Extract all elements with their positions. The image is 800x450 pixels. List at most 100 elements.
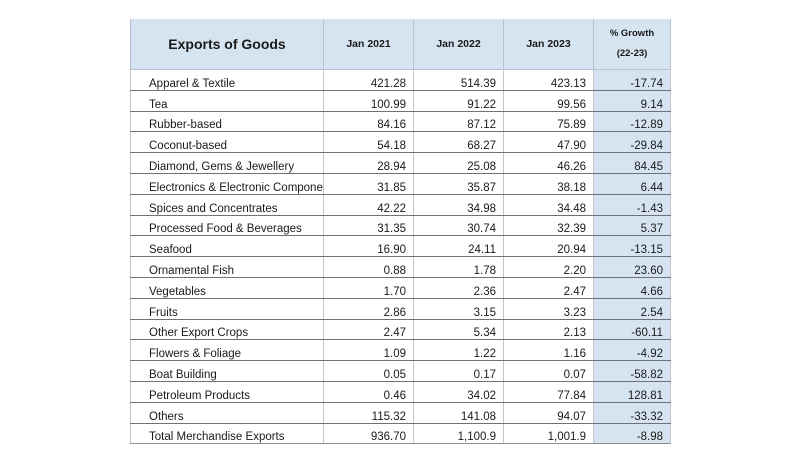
table-row: Spices and Concentrates 42.22 34.98 34.48 -1…	[130, 194, 671, 216]
cell-value: 1,001.9	[503, 423, 594, 445]
cell-value: 34.48	[503, 194, 594, 216]
cell-growth: 9.14	[593, 90, 671, 112]
cell-value: 34.02	[413, 381, 504, 403]
cell-value: 514.39	[413, 69, 504, 91]
table-row: Diamond, Gems & Jewellery 28.94 25.08 46.26…	[130, 152, 671, 174]
row-label: Petroleum Products	[130, 381, 324, 403]
cell-value: 936.70	[323, 423, 414, 445]
exports-table-container: Exports of Goods Jan 2021 Jan 2022 Jan 2…	[130, 19, 671, 445]
row-label: Fruits	[130, 298, 324, 320]
cell-value: 2.13	[503, 319, 594, 341]
cell-value: 31.35	[323, 215, 414, 237]
cell-value: 3.23	[503, 298, 594, 320]
cell-growth: -58.82	[593, 360, 671, 382]
cell-value: 5.34	[413, 319, 504, 341]
cell-growth: 23.60	[593, 256, 671, 278]
cell-value: 141.08	[413, 402, 504, 424]
row-label: Total Merchandise Exports	[130, 423, 324, 445]
table-row: Seafood 16.90 24.11 20.94 -13.15	[130, 235, 671, 258]
cell-value: 32.39	[503, 215, 594, 237]
cell-growth: -1.43	[593, 194, 671, 216]
row-label: Diamond, Gems & Jewellery	[130, 152, 324, 174]
table-row: Boat Building 0.05 0.17 0.07 -58.82	[130, 360, 671, 382]
cell-value: 421.28	[323, 69, 414, 91]
cell-value: 100.99	[323, 90, 414, 112]
cell-growth: -29.84	[593, 131, 671, 154]
table-row: Others 115.32 141.08 94.07 -33.32	[130, 402, 671, 424]
table-row: Vegetables 1.70 2.36 2.47 4.66	[130, 277, 671, 299]
table-row: Flowers & Foliage 1.09 1.22 1.16 -4.92	[130, 339, 671, 362]
growth-header-line1: % Growth	[609, 28, 655, 39]
cell-value: 1.16	[503, 339, 594, 362]
cell-growth: -4.92	[593, 339, 671, 362]
table-row: Processed Food & Beverages 31.35 30.74 32.3…	[130, 215, 671, 237]
cell-growth: 4.66	[593, 277, 671, 299]
cell-value: 2.36	[413, 277, 504, 299]
cell-value: 423.13	[503, 69, 594, 91]
cell-value: 38.18	[503, 173, 594, 195]
row-label: Boat Building	[130, 360, 324, 382]
cell-growth: -17.74	[593, 69, 671, 91]
row-label: Coconut-based	[130, 131, 324, 154]
cell-value: 68.27	[413, 131, 504, 154]
cell-value: 0.07	[503, 360, 594, 382]
cell-growth: 84.45	[593, 152, 671, 174]
column-header-jan-2022: Jan 2022	[413, 19, 504, 70]
cell-value: 2.47	[323, 319, 414, 341]
cell-value: 35.87	[413, 173, 504, 195]
cell-value: 1.78	[413, 256, 504, 278]
cell-value: 16.90	[323, 235, 414, 258]
row-label: Tea	[130, 90, 324, 112]
table-row: Petroleum Products 0.46 34.02 77.84 128.81	[130, 381, 671, 403]
cell-growth: -33.32	[593, 402, 671, 424]
cell-value: 30.74	[413, 215, 504, 237]
table-row: Apparel & Textile 421.28 514.39 423.13 -17.7…	[130, 69, 671, 91]
cell-value: 31.85	[323, 173, 414, 195]
cell-value: 84.16	[323, 111, 414, 133]
cell-value: 25.08	[413, 152, 504, 174]
cell-value: 28.94	[323, 152, 414, 174]
cell-value: 3.15	[413, 298, 504, 320]
row-label: Ornamental Fish	[130, 256, 324, 278]
cell-value: 99.56	[503, 90, 594, 112]
table-row: Other Export Crops 2.47 5.34 2.13 -60.11	[130, 319, 671, 341]
cell-value: 1,100.9	[413, 423, 504, 445]
table-row: Fruits 2.86 3.15 3.23 2.54	[130, 298, 671, 320]
cell-value: 77.84	[503, 381, 594, 403]
cell-value: 0.88	[323, 256, 414, 278]
table-row: Electronics & Electronic Components 31.85…	[130, 173, 671, 195]
column-header-jan-2021: Jan 2021	[323, 19, 414, 70]
table-body: Apparel & Textile 421.28 514.39 423.13 -17.7…	[130, 69, 671, 445]
cell-growth: -8.98	[593, 423, 671, 445]
table-row: Rubber-based 84.16 87.12 75.89 -12.89	[130, 111, 671, 133]
cell-value: 24.11	[413, 235, 504, 258]
cell-value: 46.26	[503, 152, 594, 174]
table-row: Coconut-based 54.18 68.27 47.90 -29.84	[130, 131, 671, 154]
cell-growth: -12.89	[593, 111, 671, 133]
cell-growth: -13.15	[593, 235, 671, 258]
cell-growth: 128.81	[593, 381, 671, 403]
cell-value: 42.22	[323, 194, 414, 216]
cell-value: 1.70	[323, 277, 414, 299]
cell-value: 1.09	[323, 339, 414, 362]
cell-growth: -60.11	[593, 319, 671, 341]
cell-value: 2.47	[503, 277, 594, 299]
cell-value: 91.22	[413, 90, 504, 112]
row-label: Seafood	[130, 235, 324, 258]
row-label: Apparel & Textile	[130, 69, 324, 91]
exports-table: Exports of Goods Jan 2021 Jan 2022 Jan 2…	[130, 19, 671, 445]
table-row: Ornamental Fish 0.88 1.78 2.20 23.60	[130, 256, 671, 278]
cell-growth: 6.44	[593, 173, 671, 195]
cell-value: 0.05	[323, 360, 414, 382]
row-label: Other Export Crops	[130, 319, 324, 341]
table-row: Tea 100.99 91.22 99.56 9.14	[130, 90, 671, 112]
cell-value: 2.20	[503, 256, 594, 278]
row-label: Spices and Concentrates	[130, 194, 324, 216]
cell-value: 0.46	[323, 381, 414, 403]
cell-value: 87.12	[413, 111, 504, 133]
row-label: Rubber-based	[130, 111, 324, 133]
cell-value: 115.32	[323, 402, 414, 424]
row-label: Electronics & Electronic Components	[130, 173, 324, 195]
cell-value: 20.94	[503, 235, 594, 258]
growth-header-line2: (22-23)	[616, 48, 648, 59]
